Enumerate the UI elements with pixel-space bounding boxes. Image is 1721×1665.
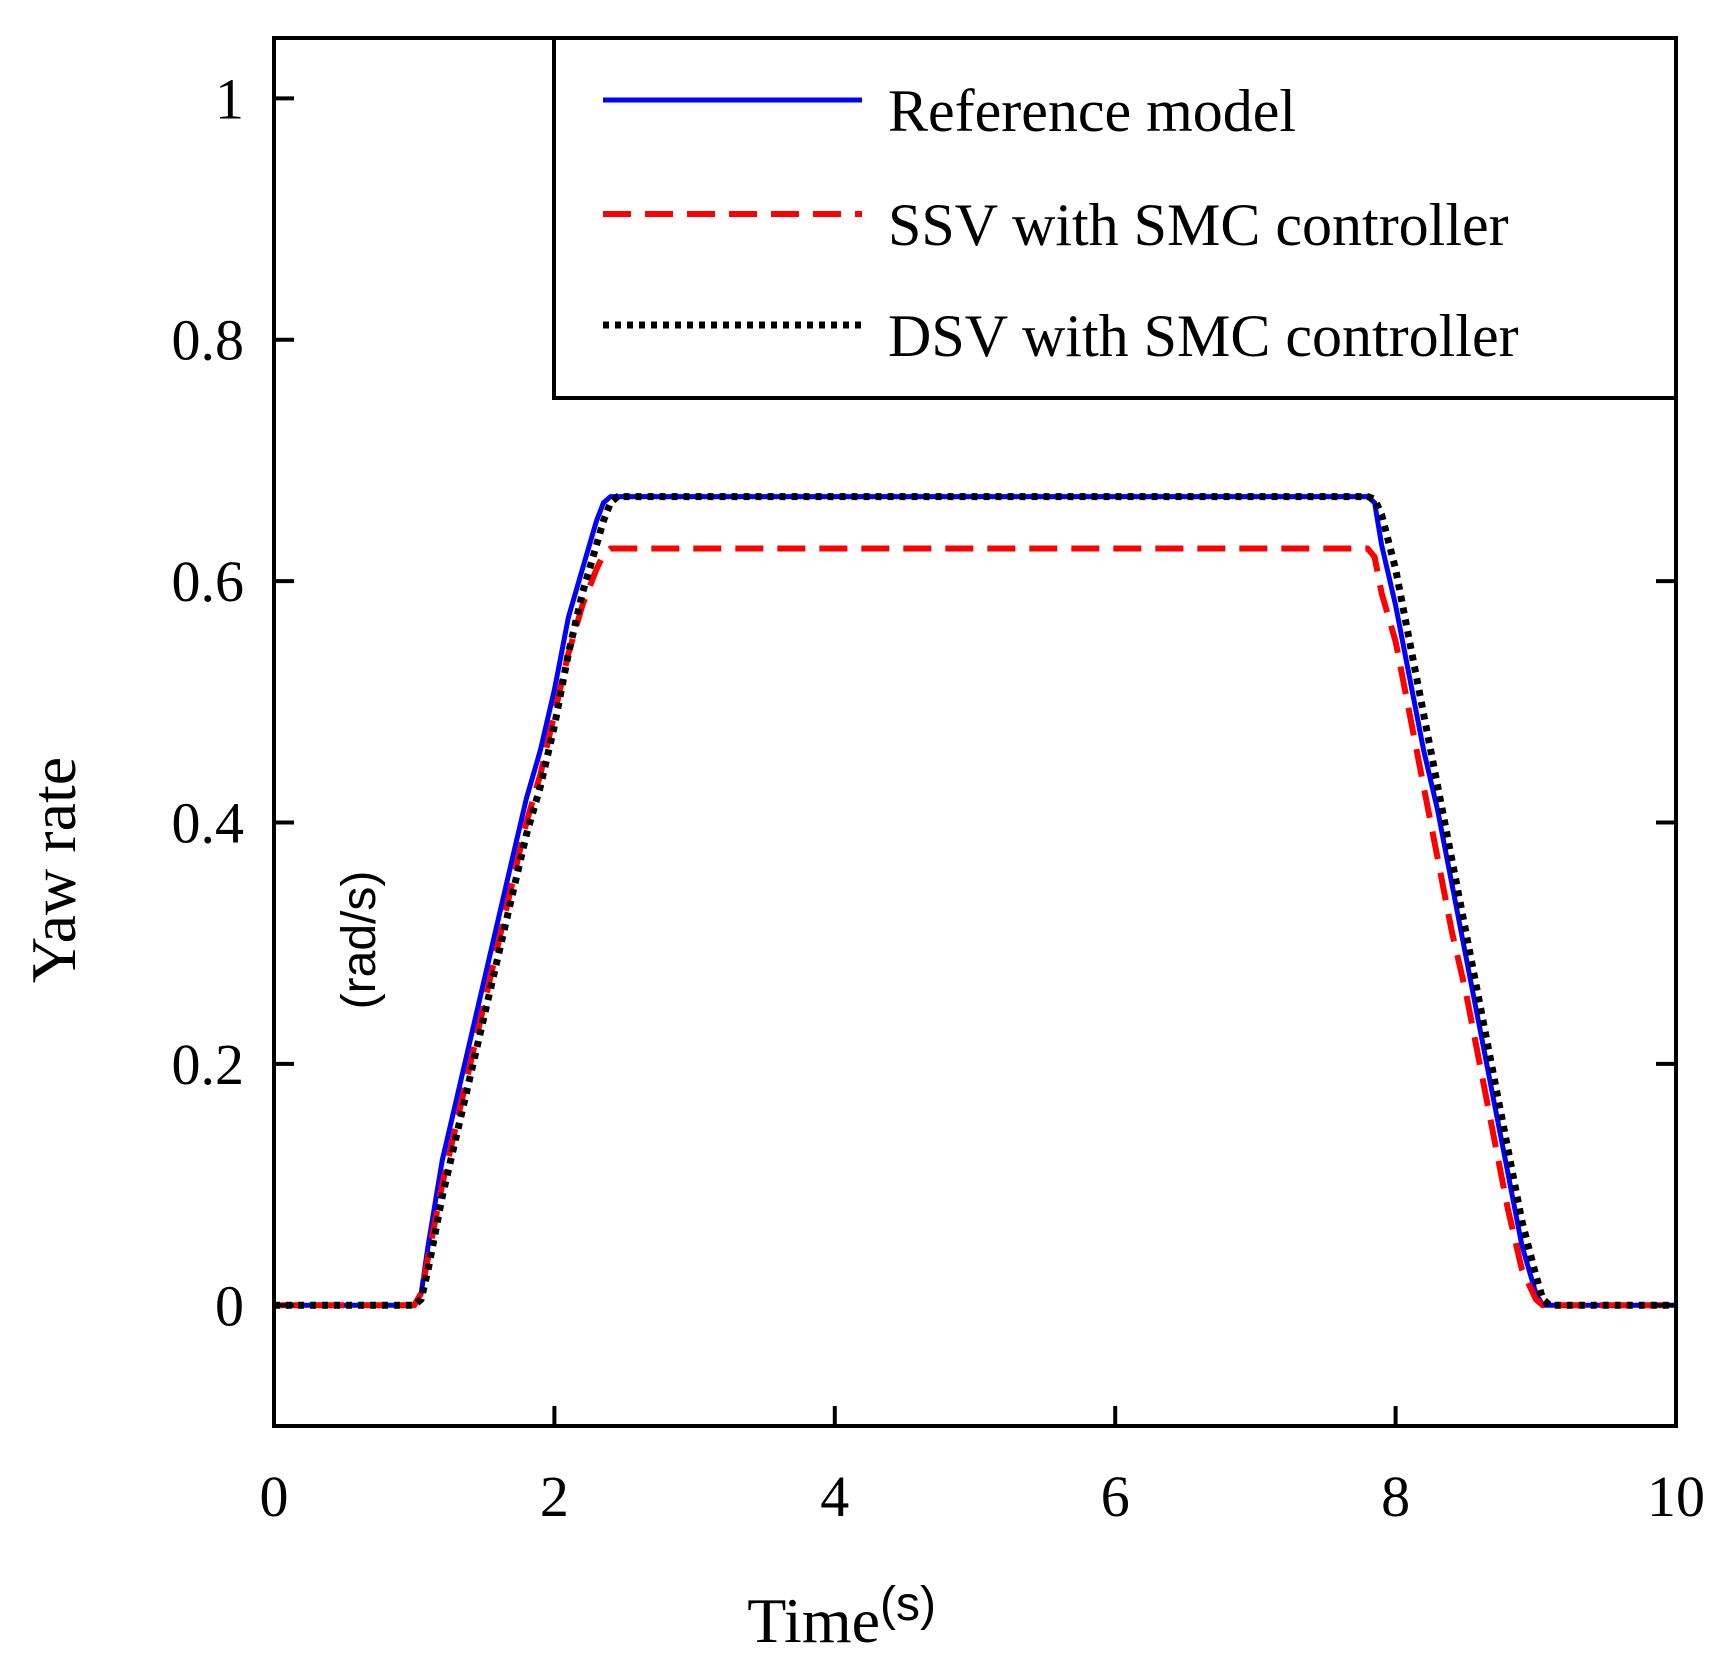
y-tick-label: 0.8 [172, 308, 245, 373]
y-axis-title: Yaw rate [18, 757, 89, 983]
y-tick-label: 0.6 [172, 549, 245, 614]
x-tick-label: 4 [820, 1464, 849, 1529]
legend-label-dsv: DSV with SMC controller [888, 303, 1519, 369]
series-layer [274, 493, 1676, 1309]
y-tick-label: 1 [215, 66, 244, 131]
x-tick-label: 8 [1381, 1464, 1410, 1529]
series-line-3 [274, 493, 1676, 1309]
x-tick-label: 2 [540, 1464, 569, 1529]
legend-label-ssv: SSV with SMC controller [888, 192, 1509, 258]
x-axis-title: Time [747, 1585, 880, 1656]
series-line-1 [274, 494, 1676, 1308]
x-tick-label: 10 [1647, 1464, 1705, 1529]
y-tick-label: 0.4 [172, 791, 245, 856]
x-axis-unit: (s) [880, 1578, 936, 1631]
y-tick-label: 0.2 [172, 1032, 245, 1097]
series-line-2 [274, 545, 1676, 1309]
legend-label-reference: Reference model [888, 78, 1296, 144]
x-tick-label: 0 [260, 1464, 289, 1529]
y-axis-unit: (rad/s) [333, 871, 386, 1010]
legend: Reference model SSV with SMC controller … [552, 36, 1678, 400]
x-tick-label: 6 [1101, 1464, 1130, 1529]
y-tick-label: 0 [215, 1273, 244, 1338]
